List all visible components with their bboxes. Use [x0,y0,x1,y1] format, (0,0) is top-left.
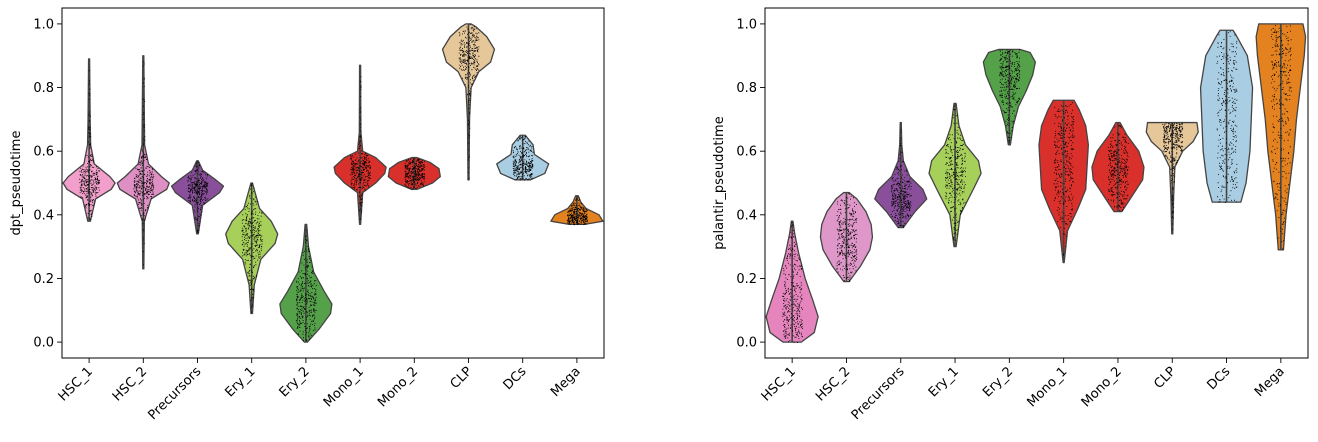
x-tick-label: Mono_2 [1079,364,1125,410]
violin-DCs [496,134,550,181]
strip-points [187,161,209,233]
x-tick-label: Precursors [145,364,204,423]
y-tick-label: 0.6 [736,145,757,160]
x-tick-label: HSC_2 [813,364,853,404]
strip-points [458,24,480,181]
strip-points [836,192,858,282]
violin-HSC_2 [116,55,170,270]
strip-points [945,105,966,241]
y-tick-label: 0.6 [33,145,54,160]
strip-points [1216,31,1238,203]
violin-CLP [441,23,496,181]
y-tick-label: 0.0 [736,336,757,351]
violin-Mono_2 [387,156,441,191]
x-tick-label: Ery_2 [980,364,1016,400]
violin-Mono_2 [1091,121,1145,213]
x-tick-label: Ery_1 [222,364,258,400]
violin-Precursors [874,121,928,229]
y-tick-label: 1.0 [736,17,757,32]
strip-points [512,135,534,181]
y-tick-label: 0.2 [33,272,54,287]
x-tick-label: Precursors [849,364,908,423]
strip-points [999,49,1021,143]
x-tick-label: DCs [501,364,530,393]
y-tick-label: 0.8 [736,81,757,96]
violin-Ery_2 [982,48,1036,146]
strip-points [79,70,100,220]
strip-points [1053,102,1075,256]
y-tick-label: 0.4 [33,208,54,223]
strip-points [782,222,803,343]
violin-Mono_1 [1038,99,1089,264]
violin-Ery_1 [225,182,279,315]
x-tick-label: CLP [1151,364,1179,392]
violin-Precursors [170,160,225,235]
x-tick-label: HSC_2 [110,364,150,404]
y-axis-label: dpt_pseudotime [9,131,24,236]
y-tick-label: 1.0 [33,17,54,32]
y-tick-label: 0.2 [736,272,757,287]
strip-points [890,129,912,228]
violin-Mega [1255,23,1307,251]
x-tick-label: Mono_1 [321,364,367,410]
strip-points [241,183,263,313]
y-tick-label: 0.4 [736,208,757,223]
y-axis-label: palantir_pseudotime [712,116,727,249]
x-tick-label: Mega [548,364,584,400]
violin-Ery_2 [279,223,333,343]
strip-points [404,158,425,191]
x-tick-label: DCs [1204,364,1233,393]
violin-HSC_2 [819,191,874,283]
x-tick-label: CLP [448,364,476,392]
strip-points [1270,25,1292,250]
x-tick-label: Mega [1252,364,1288,400]
dpt-violin-panel: dpt_pseudotime 0.0 0.2 0.4 0.6 0.8 1.0 HSC_1 HSC… [9,7,605,423]
x-tick-label: Ery_2 [277,364,313,400]
violin-Mega [550,195,604,226]
violin-DCs [1199,29,1254,203]
violin-Mono_1 [333,64,387,226]
y-tick-label: 0.0 [33,336,54,351]
x-tick-label: Mono_2 [375,364,421,410]
x-tick-label: Ery_1 [926,364,962,400]
axes-frame [61,7,605,359]
palantir-violin-panel: palantir_pseudotime 0.0 0.2 0.4 0.6 0.8 1.0 HSC… [712,7,1309,423]
y-tick-label: 0.8 [33,81,54,96]
axes-frame [764,7,1309,359]
x-tick-label: HSC_1 [759,364,799,404]
violin-Ery_1 [928,102,982,248]
violin-HSC_1 [62,58,116,222]
strip-points [1108,125,1129,212]
strip-points [295,229,317,342]
violin-CLP [1145,121,1199,235]
x-tick-label: Mono_1 [1024,364,1070,410]
violin-HSC_1 [765,220,819,343]
strip-points [1162,122,1184,230]
x-tick-label: HSC_1 [56,364,96,404]
strip-points [566,196,588,226]
